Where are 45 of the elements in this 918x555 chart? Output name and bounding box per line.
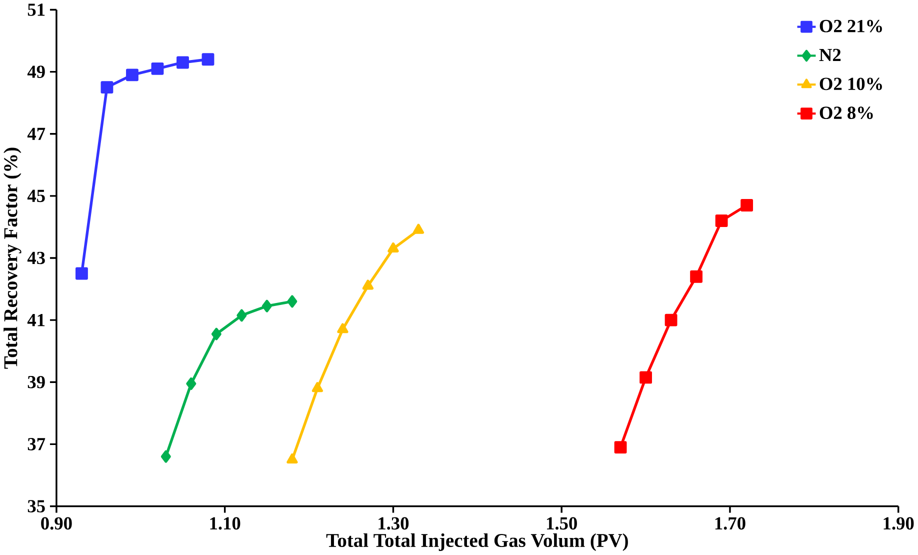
point <box>151 62 164 76</box>
point <box>286 454 298 464</box>
point <box>412 224 424 234</box>
y-tick-label: 49 <box>27 66 45 78</box>
y-tick-label: 47 <box>27 128 46 140</box>
point <box>388 242 399 253</box>
legend-label: N2 <box>819 49 841 62</box>
x-tick-label: 1.70 <box>715 517 746 530</box>
y-axis-title: Total Recovery Factor (%) <box>4 148 22 369</box>
x-tick-label: 1.50 <box>547 517 577 530</box>
legend-label: O2 8% <box>820 106 873 120</box>
point <box>262 300 272 312</box>
point <box>690 270 702 284</box>
y-tick-label: 41 <box>27 314 45 326</box>
point <box>126 68 138 82</box>
point <box>715 214 728 228</box>
point <box>176 56 189 69</box>
x-axis-title: Total Total Injected Gas Volum (PV) <box>326 534 628 552</box>
x-tick-label: 0.90 <box>41 517 72 530</box>
point <box>614 441 627 454</box>
y-tick-label: 35 <box>28 500 45 513</box>
legend-label: O2 10% <box>820 78 882 90</box>
point <box>202 53 214 66</box>
legend-label: O2 21% <box>820 20 882 33</box>
point <box>312 382 323 392</box>
y-tick-label: 51 <box>28 4 45 16</box>
point <box>664 314 678 326</box>
point <box>287 295 298 308</box>
point <box>186 378 196 390</box>
x-tick-label: 1.30 <box>378 517 409 530</box>
point <box>337 323 348 334</box>
y-tick-label: 37 <box>28 438 46 451</box>
x-tick-label: 1.10 <box>210 517 240 530</box>
point <box>740 199 754 212</box>
y-tick-label: 45 <box>27 190 45 202</box>
point <box>236 309 247 322</box>
point <box>362 280 374 290</box>
point <box>160 450 171 463</box>
y-tick-label: 43 <box>27 252 45 264</box>
x-tick-label: 1.90 <box>884 517 914 530</box>
point <box>76 268 88 280</box>
point <box>211 328 222 340</box>
point <box>100 81 114 94</box>
point <box>640 371 652 384</box>
y-tick-label: 39 <box>28 376 45 388</box>
